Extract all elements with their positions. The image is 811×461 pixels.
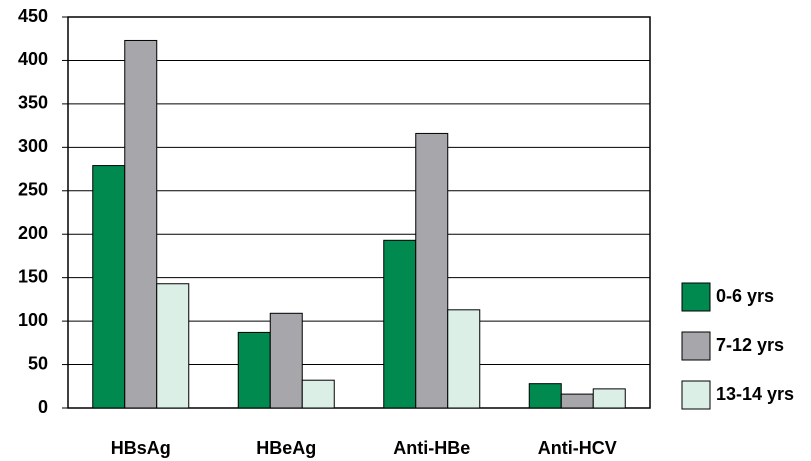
y-tick-label: 450: [18, 6, 48, 26]
x-tick-label: Anti-HBe: [393, 438, 470, 458]
legend-label: 0-6 yrs: [716, 286, 774, 306]
y-tick-label: 300: [18, 136, 48, 156]
x-tick-label: Anti-HCV: [538, 438, 617, 458]
legend-label: 7-12 yrs: [716, 335, 784, 355]
y-tick-label: 250: [18, 180, 48, 200]
legend-swatch: [681, 380, 711, 410]
y-tick-label: 400: [18, 49, 48, 69]
bar: [269, 312, 303, 409]
bar: [301, 379, 335, 409]
bar: [528, 383, 562, 409]
bar: [592, 388, 626, 409]
y-tick-label: 200: [18, 223, 48, 243]
plot-frame: [67, 16, 651, 409]
y-tick-label: 100: [18, 310, 48, 330]
bar: [237, 331, 271, 409]
legend-swatch: [681, 282, 711, 312]
bar: [124, 39, 158, 409]
x-tick-label: HBeAg: [256, 438, 316, 458]
y-tick-label: 150: [18, 266, 48, 286]
bar: [415, 132, 449, 409]
legend-swatch: [681, 331, 711, 361]
y-tick-label: 350: [18, 93, 48, 113]
y-tick-label: 50: [28, 353, 48, 373]
y-tick-label: 0: [38, 397, 48, 417]
x-tick-label: HBsAg: [111, 438, 171, 458]
bar: [447, 309, 481, 409]
legend-label: 13-14 yrs: [716, 384, 794, 404]
bar: [560, 393, 594, 409]
bar: [92, 165, 126, 409]
bar: [156, 283, 190, 409]
bar: [383, 239, 417, 409]
